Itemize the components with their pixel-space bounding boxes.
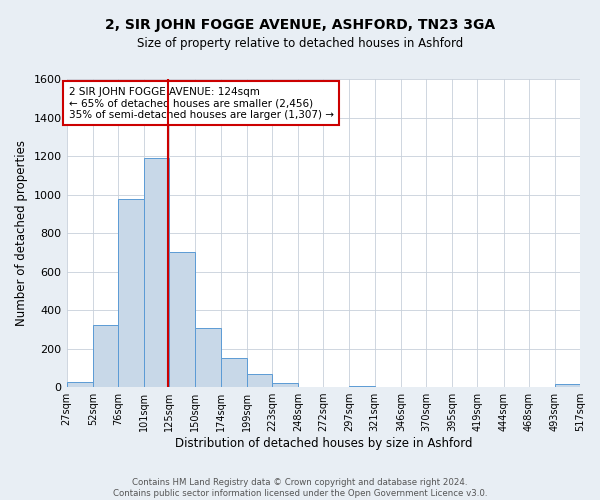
Bar (247, 374, 272, 387)
Bar (349, 386, 374, 387)
Bar (221, 358, 247, 387)
Bar (272, 383, 298, 387)
Bar (196, 328, 221, 387)
Bar (555, 384, 580, 387)
Text: Contains HM Land Registry data © Crown copyright and database right 2024.
Contai: Contains HM Land Registry data © Crown c… (113, 478, 487, 498)
Text: 2, SIR JOHN FOGGE AVENUE, ASHFORD, TN23 3GA: 2, SIR JOHN FOGGE AVENUE, ASHFORD, TN23 … (105, 18, 495, 32)
Text: Size of property relative to detached houses in Ashford: Size of property relative to detached ho… (137, 38, 463, 51)
X-axis label: Distribution of detached houses by size in Ashford: Distribution of detached houses by size … (175, 437, 472, 450)
Text: 2 SIR JOHN FOGGE AVENUE: 124sqm
← 65% of detached houses are smaller (2,456)
35%: 2 SIR JOHN FOGGE AVENUE: 124sqm ← 65% of… (68, 86, 334, 120)
Bar (144, 158, 169, 387)
Bar (93, 324, 118, 387)
Bar (67, 382, 93, 387)
Y-axis label: Number of detached properties: Number of detached properties (15, 140, 28, 326)
Bar (118, 200, 144, 387)
Bar (169, 252, 196, 387)
